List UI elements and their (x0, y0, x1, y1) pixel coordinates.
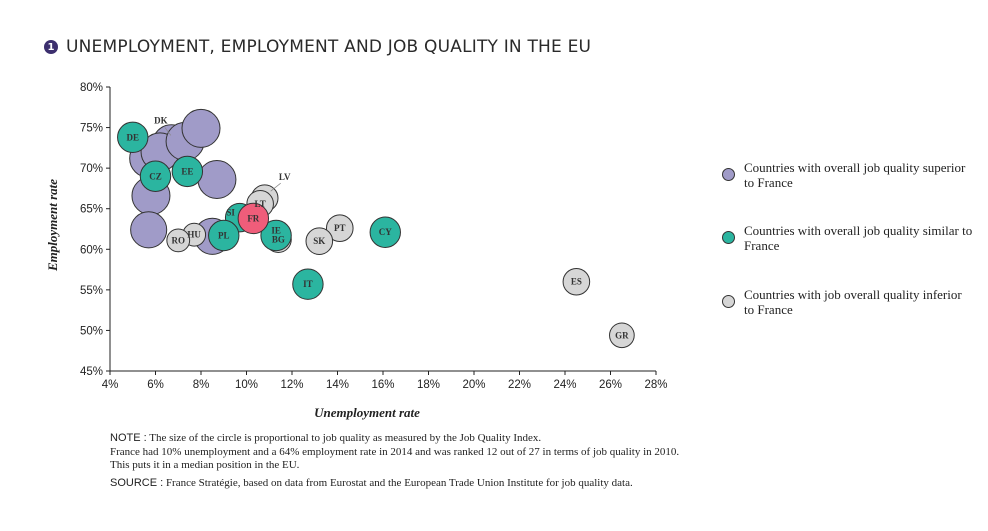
bubble-it (292, 268, 324, 300)
source-key: SOURCE : (110, 476, 164, 489)
bubble-label-ee: EE (181, 166, 193, 176)
bubble-label-es: ES (571, 277, 582, 287)
x-tick-label: 10% (235, 379, 258, 391)
bubble-sk (305, 227, 334, 255)
x-tick-label: 20% (462, 379, 485, 391)
note-line-3: This puts it in a median position in the… (110, 459, 300, 471)
x-tick-label: 4% (102, 379, 119, 391)
bubble-pl (208, 219, 240, 252)
y-tick-label: 60% (80, 244, 103, 256)
bubble-label-ro: RO (172, 235, 186, 245)
bubble-ie (260, 219, 292, 252)
legend-swatch-superior (722, 168, 735, 181)
chart-notes: NOTE : The size of the circle is proport… (110, 432, 679, 490)
chart-axes: 4% 6% 8% 10% 12% 14% 16% 18% 20% 22% 24% 26% 28% 45% 5… (80, 82, 668, 391)
bubble-gr (609, 322, 635, 349)
bubble-label-fr: FR (247, 213, 259, 223)
y-tick-label: 50% (80, 325, 103, 337)
y-tick-label: 75% (80, 123, 103, 135)
legend-label-similar: Countries with overall job quality simil… (744, 223, 973, 253)
title-number-badge: 1 (44, 40, 58, 54)
x-tick-label: 16% (371, 379, 394, 391)
bubble-label-it: IT (303, 279, 313, 289)
bubble-cz (139, 160, 172, 192)
legend-label-inferior: Countries with job overall quality infer… (744, 287, 962, 317)
legend-item-similar: Countries with overall job quality simil… (722, 223, 974, 253)
title-text: UNEMPLOYMENT, EMPLOYMENT AND JOB QUALITY… (66, 37, 592, 57)
bubble-label-gr: GR (615, 330, 629, 340)
bubble-label-hu: HU (187, 230, 201, 240)
y-tick-label: 80% (80, 82, 103, 94)
x-tick-label: 6% (147, 379, 164, 391)
bubble-label-lt: LT (255, 199, 266, 209)
x-tick-label: 24% (553, 379, 576, 391)
y-tick-label: 45% (80, 366, 103, 378)
bubble-label-si: SI (226, 208, 235, 218)
legend-label-superior: Countries with overall job quality super… (744, 160, 966, 190)
bubble-superior (181, 108, 221, 148)
callout-line (270, 182, 281, 192)
legend-swatch-inferior (722, 295, 735, 308)
x-tick-label: 28% (644, 379, 667, 391)
y-tick-label: 55% (80, 285, 103, 297)
bubble-ee (171, 155, 204, 188)
note-line-2: France had 10% unemployment and a 64% em… (110, 445, 680, 458)
legend-item-superior: Countries with overall job quality super… (722, 160, 974, 190)
bubble-superior (197, 160, 237, 200)
y-tick-label: 65% (80, 204, 103, 216)
y-axis-title: Employment rate (45, 179, 60, 272)
bubble-label-lv: LV (279, 172, 291, 182)
bubble-label-cz: CZ (149, 171, 162, 181)
bubble-fr (237, 202, 270, 235)
bubble-label-pl: PL (218, 230, 230, 240)
note-line-1: NOTE : The size of the circle is proport… (110, 432, 679, 446)
source-text: France Stratégie, based on data from Eur… (163, 476, 633, 489)
callout-line (164, 127, 172, 136)
bubble-label-sk: SK (313, 236, 325, 246)
source-line: SOURCE : France Stratégie, based on data… (110, 477, 679, 491)
bubble-label-pt: PT (334, 223, 346, 233)
x-axis-title: Unemployment rate (314, 405, 420, 420)
bubble-label-cy: CY (379, 227, 392, 237)
legend-item-inferior: Countries with job overall quality infer… (722, 287, 974, 317)
chart-title: 1 UNEMPLOYMENT, EMPLOYMENT AND JOB QUALI… (44, 37, 591, 57)
bubble-label-dk: DK (154, 115, 168, 125)
x-tick-label: 26% (599, 379, 622, 391)
y-tick-label: 70% (80, 163, 103, 175)
bubble-pt (325, 214, 354, 242)
bubble-label-de: DE (126, 132, 139, 142)
bubble-de (117, 121, 149, 154)
legend-swatch-similar (722, 231, 735, 244)
bubble-label-bg: BG (272, 235, 285, 245)
x-tick-label: 14% (326, 379, 349, 391)
x-tick-label: 8% (193, 379, 210, 391)
bubble-es (562, 267, 591, 296)
note-text: The size of the circle is proportional t… (146, 432, 542, 444)
bubble-cy (369, 216, 401, 248)
bubble-ro (166, 228, 191, 253)
note-key: NOTE : (110, 432, 147, 444)
x-tick-label: 18% (417, 379, 440, 391)
x-tick-label: 12% (280, 379, 303, 391)
x-tick-label: 22% (508, 379, 531, 391)
bubble-superior (130, 211, 168, 249)
bubble-label-ie: IE (271, 225, 281, 235)
